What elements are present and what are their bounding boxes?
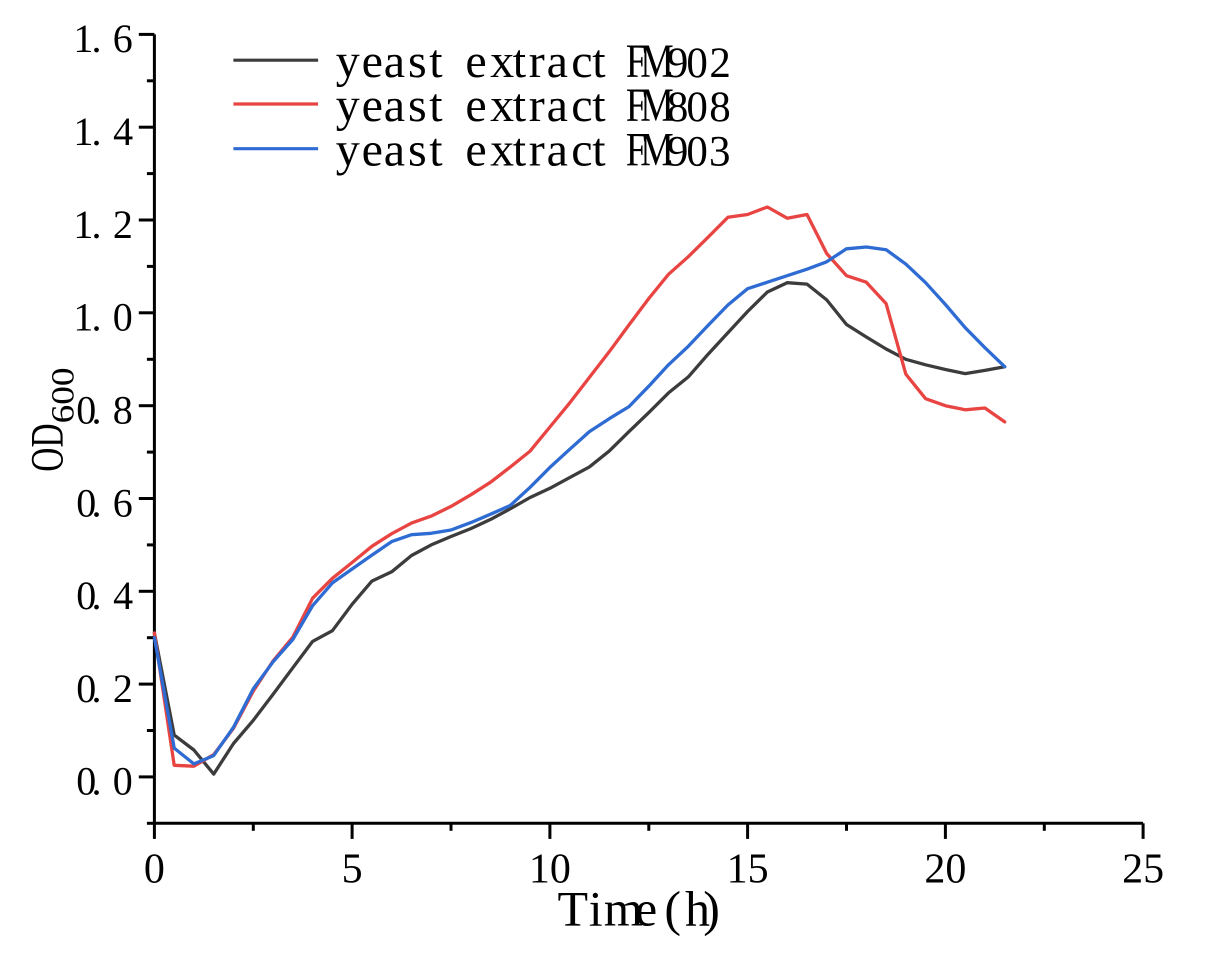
svg-text:0: 0 (144, 847, 165, 893)
svg-text:F: F (626, 35, 647, 88)
svg-text:25: 25 (1122, 847, 1164, 893)
svg-text:M: M (640, 124, 674, 177)
svg-text:600: 600 (46, 368, 82, 424)
svg-text:F: F (626, 124, 647, 177)
svg-text:5: 5 (342, 847, 363, 893)
svg-text:10: 10 (529, 847, 571, 893)
svg-text:902: 902 (667, 40, 731, 87)
svg-text:M: M (640, 35, 674, 88)
svg-text:M: M (640, 79, 674, 132)
svg-text:15: 15 (727, 847, 769, 893)
svg-text:903: 903 (667, 129, 731, 176)
svg-text:yeastextract: yeastextract (336, 79, 607, 132)
svg-text:808: 808 (667, 84, 731, 131)
svg-text:20: 20 (924, 847, 966, 893)
svg-text:OD: OD (21, 423, 73, 471)
svg-text:F: F (626, 79, 647, 132)
svg-text:Time(h): Time(h) (558, 880, 720, 936)
svg-text:yeastextract: yeastextract (336, 35, 607, 88)
svg-text:yeastextract: yeastextract (336, 124, 607, 177)
